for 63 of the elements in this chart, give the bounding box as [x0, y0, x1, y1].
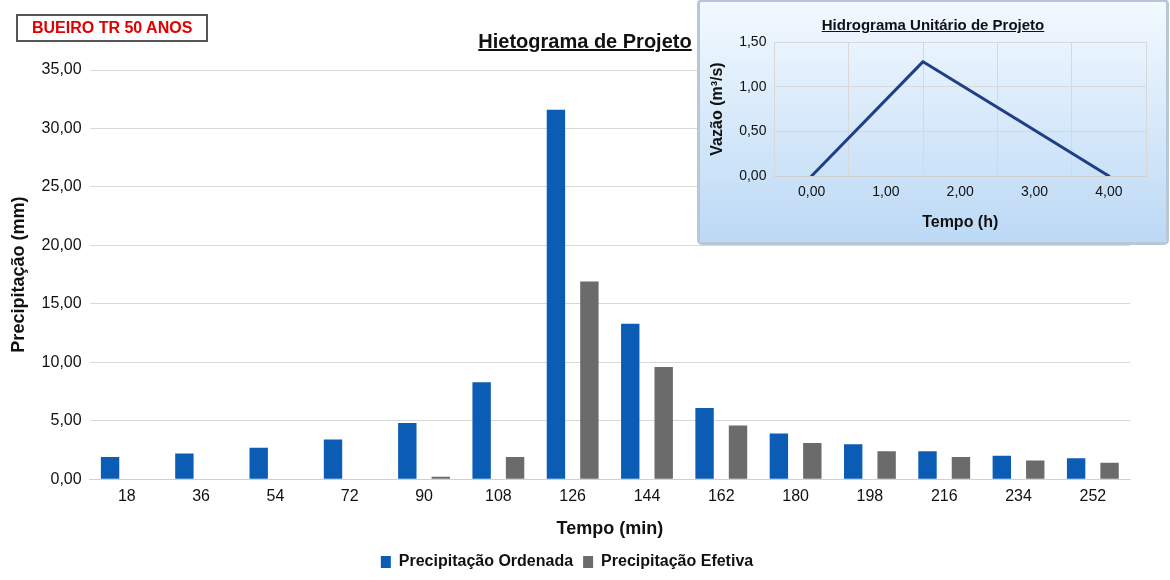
- bar: [1066, 458, 1086, 479]
- x-tick-label: 108: [485, 487, 512, 505]
- y-tick-label: 20,00: [41, 235, 82, 253]
- y-tick-label: 35,00: [41, 60, 82, 78]
- x-tick-label: 0,00: [797, 183, 826, 200]
- bar: [769, 433, 789, 479]
- x-axis-title: Tempo (h): [922, 212, 999, 230]
- bar: [621, 323, 640, 479]
- x-axis-title: Tempo (min): [556, 518, 664, 539]
- x-tick-label: 54: [266, 487, 285, 505]
- y-tick-label: 1,00: [739, 77, 767, 94]
- bar: [695, 407, 714, 479]
- bar: [654, 366, 673, 479]
- chart-title: Hidrograma Unitário de Projeto: [820, 16, 1046, 33]
- y-tick-label: 10,00: [41, 352, 82, 370]
- y-tick-label: 0,00: [739, 166, 767, 183]
- x-tick-label: 126: [559, 487, 587, 505]
- x-tick-label: 252: [1079, 487, 1107, 505]
- x-tick-label: 162: [707, 487, 735, 505]
- x-tick-label: 216: [930, 487, 958, 505]
- legend-label: Precipitação Ordenada: [398, 552, 574, 570]
- text: BUEIRO TR 50 ANOS: [16, 14, 209, 42]
- y-tick-label: 25,00: [41, 177, 82, 195]
- x-tick-label: 1,00: [872, 183, 900, 200]
- x-tick-label: 144: [633, 487, 661, 505]
- y-axis-title: Vazão (m³/s): [708, 62, 726, 156]
- y-tick-label: 0,00: [50, 469, 82, 487]
- x-tick-label: 3,00: [1020, 183, 1049, 200]
- x-tick-label: 234: [1005, 487, 1032, 505]
- y-tick-label: 30,00: [41, 118, 82, 136]
- bar: [580, 281, 599, 479]
- bar: [249, 447, 268, 479]
- bar: [918, 451, 937, 479]
- bar: [803, 442, 822, 479]
- bar: [100, 456, 120, 479]
- y-tick-label: 1,50: [739, 32, 767, 49]
- bar: [728, 425, 748, 479]
- x-tick-label: 4,00: [1095, 183, 1123, 200]
- y-tick-label: 5,00: [50, 411, 82, 429]
- bar: [505, 456, 525, 479]
- chart-title: Hietograma de Projeto: [478, 30, 692, 52]
- bar: [992, 455, 1012, 479]
- y-tick-label: 15,00: [41, 294, 82, 312]
- x-tick-label: 72: [340, 487, 359, 505]
- bar: [1100, 462, 1119, 479]
- bar: [843, 444, 863, 479]
- x-tick-label: 36: [192, 487, 211, 505]
- bar: [323, 439, 343, 479]
- x-tick-label: 180: [782, 487, 810, 505]
- bar: [877, 451, 896, 479]
- bar: [951, 456, 971, 479]
- x-tick-label: 2,00: [946, 183, 975, 200]
- bar: [1026, 460, 1045, 479]
- legend-label: Precipitação Efetiva: [601, 552, 754, 570]
- bar: [472, 382, 491, 479]
- bar: [175, 453, 194, 479]
- y-tick-label: 0,50: [739, 122, 767, 139]
- x-tick-label: 18: [117, 487, 136, 505]
- x-tick-label: 198: [856, 487, 884, 505]
- x-tick-label: 90: [415, 487, 434, 505]
- bar: [546, 109, 566, 479]
- y-axis-title: Precipitação (mm): [7, 196, 28, 353]
- bar: [398, 423, 417, 479]
